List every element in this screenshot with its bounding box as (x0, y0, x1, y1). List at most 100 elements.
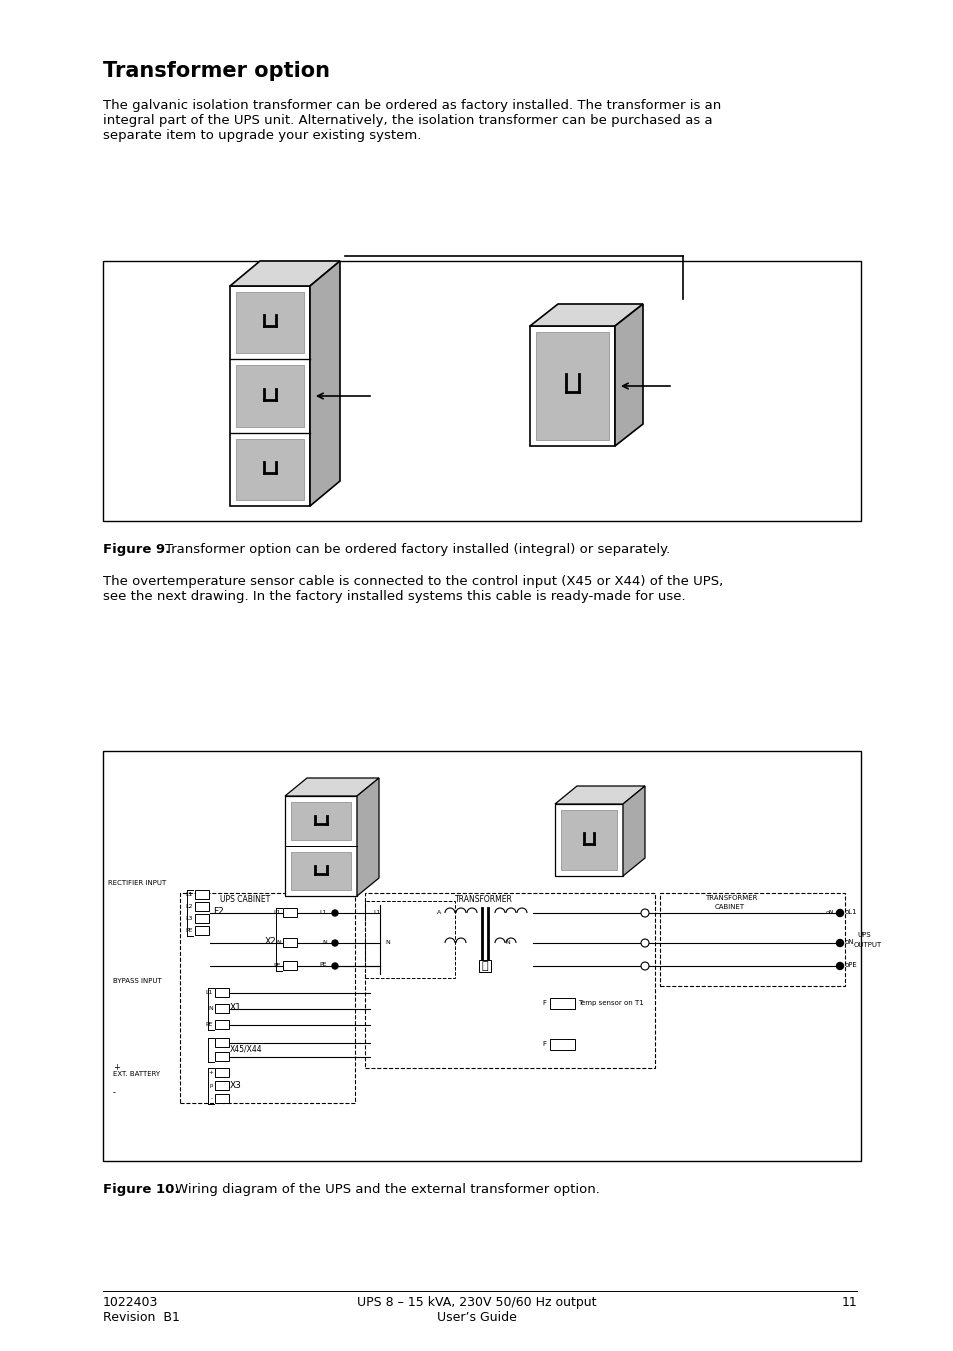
Text: UPS 8 – 15 kVA, 230V 50/60 Hz output: UPS 8 – 15 kVA, 230V 50/60 Hz output (356, 1296, 597, 1309)
Text: PE: PE (319, 962, 327, 967)
Bar (214, 1094, 229, 1102)
Text: UPS: UPS (856, 932, 870, 938)
Polygon shape (530, 304, 642, 326)
Text: TRANSFORMER: TRANSFORMER (704, 894, 757, 901)
Text: N: N (322, 939, 327, 944)
Polygon shape (622, 786, 644, 875)
Text: +: + (208, 1070, 213, 1075)
Text: A: A (436, 909, 441, 915)
Bar (103, 261, 861, 521)
Bar (214, 1004, 229, 1013)
Text: 1022403: 1022403 (103, 1296, 158, 1309)
Bar (180, 893, 355, 1102)
Bar (214, 1069, 229, 1077)
Bar (291, 852, 351, 890)
Text: oN: oN (825, 909, 834, 915)
Text: CABINET: CABINET (714, 904, 744, 911)
Polygon shape (310, 261, 339, 507)
Circle shape (836, 939, 842, 947)
Text: -: - (211, 1096, 213, 1101)
Text: N: N (385, 939, 390, 944)
Text: F: F (541, 1042, 545, 1047)
Polygon shape (356, 778, 378, 896)
Bar (235, 292, 304, 354)
Text: oPE: oPE (844, 962, 857, 969)
Circle shape (836, 962, 842, 970)
Text: TRANSFORMER: TRANSFORMER (455, 894, 513, 904)
Circle shape (332, 911, 337, 916)
Polygon shape (555, 804, 622, 875)
Bar (283, 938, 296, 947)
Text: F: F (541, 1000, 545, 1006)
Bar (550, 1039, 575, 1050)
Text: PE: PE (274, 963, 281, 969)
Text: +: + (112, 1062, 120, 1071)
Bar (103, 751, 861, 1161)
Text: User’s Guide: User’s Guide (436, 1310, 517, 1324)
Text: Transformer option: Transformer option (103, 61, 330, 81)
Bar (283, 908, 296, 917)
Text: 11: 11 (841, 1296, 856, 1309)
Text: RECTIFIER INPUT: RECTIFIER INPUT (108, 880, 166, 886)
Bar (214, 1081, 229, 1090)
Bar (560, 811, 617, 870)
Bar (365, 893, 655, 1069)
Text: PE: PE (185, 928, 193, 934)
Text: X3: X3 (230, 1081, 242, 1089)
Text: N: N (504, 939, 509, 944)
Text: BYPASS INPUT: BYPASS INPUT (112, 978, 162, 984)
Polygon shape (530, 326, 615, 446)
Bar (235, 365, 304, 427)
Text: Figure 10.: Figure 10. (103, 1183, 179, 1196)
Bar (478, 961, 491, 971)
Bar (194, 915, 209, 923)
Text: L2: L2 (185, 904, 193, 909)
Text: L3: L3 (185, 916, 193, 921)
Text: EXT. BATTERY: EXT. BATTERY (112, 1071, 160, 1077)
Text: Figure 9.: Figure 9. (103, 543, 170, 557)
Polygon shape (230, 261, 339, 286)
Bar (214, 988, 229, 997)
Text: L1: L1 (186, 892, 193, 897)
Bar (536, 332, 608, 440)
Text: The overtemperature sensor cable is connected to the control input (X45 or X44) : The overtemperature sensor cable is conn… (103, 576, 722, 603)
Polygon shape (285, 778, 378, 796)
Text: L1: L1 (373, 909, 380, 915)
Text: p: p (210, 1084, 213, 1088)
Text: Revision  B1: Revision B1 (103, 1310, 180, 1324)
Text: F2: F2 (213, 907, 224, 916)
Bar (235, 439, 304, 500)
Text: ⏚: ⏚ (481, 961, 488, 971)
Text: N: N (208, 1006, 213, 1011)
Bar (194, 925, 209, 935)
Text: L1: L1 (206, 990, 213, 994)
Text: Transformer option can be ordered factory installed (integral) or separately.: Transformer option can be ordered factor… (165, 543, 670, 557)
Polygon shape (555, 786, 644, 804)
Bar (365, 901, 455, 978)
Polygon shape (230, 286, 310, 507)
Text: Temp sensor on T1: Temp sensor on T1 (578, 1000, 643, 1006)
Text: oL1: oL1 (844, 909, 857, 915)
Text: Wiring diagram of the UPS and the external transformer option.: Wiring diagram of the UPS and the extern… (174, 1183, 599, 1196)
Bar (194, 902, 209, 911)
Text: X2: X2 (265, 938, 276, 947)
Text: UPS CABINET: UPS CABINET (220, 894, 270, 904)
Bar (659, 893, 844, 986)
Text: X1: X1 (230, 1004, 242, 1012)
Text: The galvanic isolation transformer can be ordered as factory installed. The tran: The galvanic isolation transformer can b… (103, 99, 720, 142)
Polygon shape (285, 796, 356, 896)
Bar (550, 998, 575, 1009)
Text: oN: oN (844, 939, 854, 944)
Circle shape (332, 963, 337, 969)
Text: L1: L1 (319, 909, 327, 915)
Bar (283, 961, 296, 970)
Bar (214, 1038, 229, 1047)
Circle shape (332, 940, 337, 946)
Text: N: N (276, 940, 281, 944)
Text: -: - (112, 1089, 116, 1097)
Polygon shape (615, 304, 642, 446)
Circle shape (836, 909, 842, 916)
Bar (214, 1020, 229, 1029)
Text: X45/X44: X45/X44 (230, 1044, 262, 1054)
Bar (291, 802, 351, 840)
